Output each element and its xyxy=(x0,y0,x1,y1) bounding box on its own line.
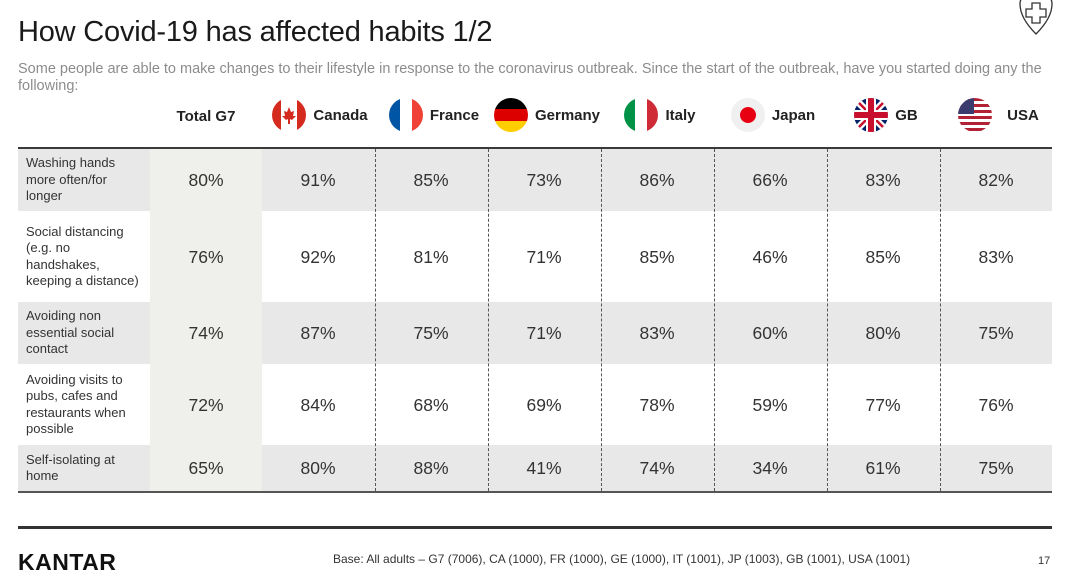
table-cell: 66% xyxy=(752,170,788,190)
column-label-italy: Italy xyxy=(665,106,696,124)
column-divider xyxy=(940,149,941,491)
column-header-france: France xyxy=(377,96,490,134)
column-divider xyxy=(601,149,602,491)
column-header-gb: GB xyxy=(829,96,942,134)
table-cell: 69% xyxy=(526,394,562,415)
table-cell: 81% xyxy=(413,246,449,267)
table-cell: 85% xyxy=(639,246,675,267)
column-header-canada: Canada xyxy=(262,96,377,134)
table-cell: 74% xyxy=(639,458,675,478)
table-cell: 87% xyxy=(300,323,336,343)
table-cell: 83% xyxy=(978,246,1014,267)
japan-flag-icon xyxy=(730,98,765,132)
column-label-canada: Canada xyxy=(313,106,368,124)
table-cell: 80% xyxy=(300,458,336,478)
column-header-italy: Italy xyxy=(603,96,716,134)
canada-flag-icon xyxy=(272,98,307,132)
table-cell: 72% xyxy=(188,394,224,415)
column-header-japan: Japan xyxy=(716,96,829,134)
table-cell: 86% xyxy=(639,170,675,190)
column-divider xyxy=(827,149,828,491)
table-cell: 76% xyxy=(188,246,224,267)
page-subtitle: Some people are able to make changes to … xyxy=(18,61,1042,94)
table-cell: 60% xyxy=(752,323,788,343)
table-bottom-rule xyxy=(18,491,1052,493)
table-cell: 75% xyxy=(978,323,1014,343)
table-cell: 78% xyxy=(639,394,675,415)
table-cell: 91% xyxy=(300,170,336,190)
row-label: Social distancing (e.g. no handshakes, k… xyxy=(26,223,139,289)
column-label-france: France xyxy=(429,106,480,124)
table-cell: 85% xyxy=(865,246,901,267)
base-note: Base: All adults – G7 (7006), CA (1000),… xyxy=(333,552,911,566)
table-cell: 74% xyxy=(188,323,224,343)
table-cell: 75% xyxy=(978,458,1014,478)
table-cell: 76% xyxy=(978,394,1014,415)
table-cell: 88% xyxy=(413,458,449,478)
column-divider xyxy=(714,149,715,491)
table-cell: 83% xyxy=(865,170,901,190)
table-cell: 84% xyxy=(300,394,336,415)
total-g7-column-bg xyxy=(150,149,262,491)
table-cell: 68% xyxy=(413,394,449,415)
column-label-japan: Japan xyxy=(771,106,816,124)
column-label-usa: USA xyxy=(1007,106,1039,124)
usa-flag-icon xyxy=(958,98,993,132)
row-label: Washing hands more often/for longer xyxy=(26,155,116,203)
table-cell: 41% xyxy=(526,458,562,478)
row-label: Avoiding visits to pubs, cafes and resta… xyxy=(26,371,126,437)
table-cell: 80% xyxy=(188,170,224,190)
column-label-gb: GB xyxy=(895,106,918,124)
table-cell: 80% xyxy=(865,323,901,343)
row-label: Avoiding non essential social contact xyxy=(26,308,115,356)
row-label: Self-isolating at home xyxy=(26,451,115,484)
table-cell: 71% xyxy=(526,323,562,343)
table-cell: 73% xyxy=(526,170,562,190)
column-header-total-g7: Total G7 xyxy=(176,108,236,125)
column-divider xyxy=(375,149,376,491)
cross-heart-icon xyxy=(1019,0,1053,35)
table-cell: 92% xyxy=(300,246,336,267)
table-cell: 59% xyxy=(752,394,788,415)
gb-flag-icon xyxy=(854,98,889,132)
column-header-usa: USA xyxy=(942,96,1054,134)
footer-rule xyxy=(18,526,1052,529)
italy-flag-icon xyxy=(624,98,659,132)
germany-flag-icon xyxy=(493,98,528,132)
table-cell: 82% xyxy=(978,170,1014,190)
table-cell: 65% xyxy=(188,458,224,478)
page-number: 17 xyxy=(1038,555,1051,567)
table-cell: 83% xyxy=(639,323,675,343)
habits-table: Washing hands more often/for longer 80% 91… xyxy=(18,147,1052,493)
page-title: How Covid-19 has affected habits 1/2 xyxy=(18,16,493,48)
table-cell: 46% xyxy=(752,246,788,267)
table-cell: 77% xyxy=(865,394,901,415)
table-cell: 85% xyxy=(413,170,449,190)
table-cell: 34% xyxy=(752,458,788,478)
table-cell: 75% xyxy=(413,323,449,343)
table-cell: 71% xyxy=(526,246,562,267)
table-cell: 61% xyxy=(865,458,901,478)
kantar-logo: KANTAR xyxy=(18,549,117,575)
table-top-rule xyxy=(18,147,1052,149)
column-label-germany: Germany xyxy=(534,106,601,124)
france-flag-icon xyxy=(388,98,423,132)
column-divider xyxy=(488,149,489,491)
column-header-germany: Germany xyxy=(490,96,603,134)
